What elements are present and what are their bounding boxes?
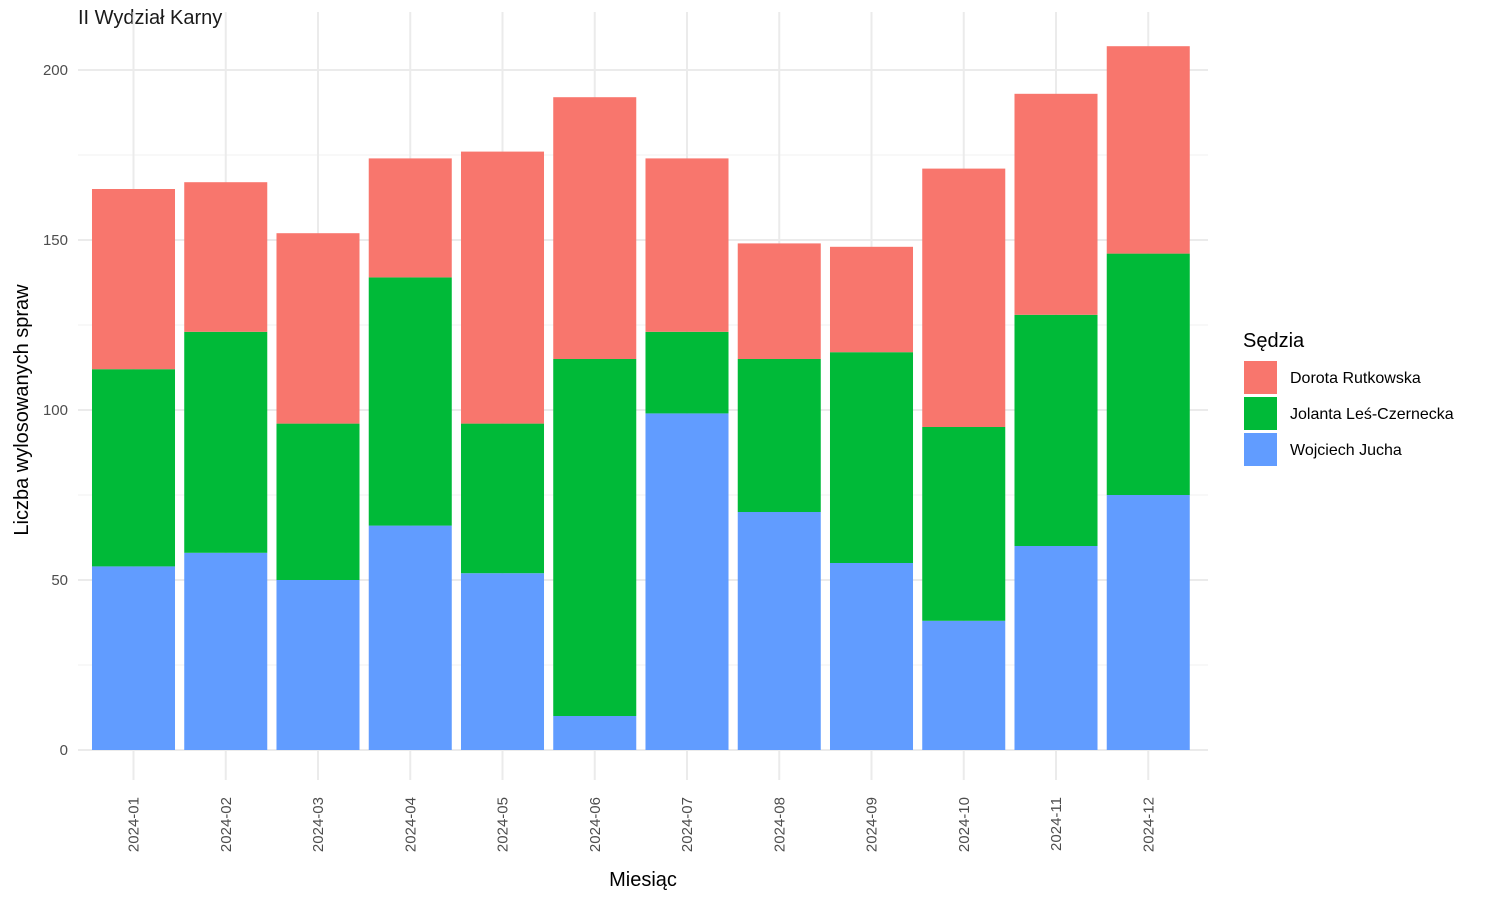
legend-label: Jolanta Leś-Czernecka (1290, 406, 1454, 423)
bar-segment (829, 563, 914, 750)
legend: Sędzia Dorota Rutkowska Jolanta Leś-Czern… (1243, 330, 1454, 466)
bar-segment (737, 512, 821, 750)
legend-swatch (1244, 397, 1277, 430)
bar-segment (1106, 46, 1190, 254)
x-tick-label: 2024-01 (126, 797, 143, 852)
y-axis-ticks: 0 50 100 150 200 (43, 62, 68, 759)
legend-swatch (1244, 433, 1277, 466)
bar-segment (184, 331, 268, 553)
bar-segment (829, 352, 914, 563)
bar-segment (553, 716, 637, 750)
bar-segment (91, 189, 176, 370)
x-tick-label: 2024-04 (402, 797, 419, 852)
y-tick-label: 200 (43, 62, 68, 79)
x-tick-label: 2024-08 (771, 797, 788, 852)
legend-swatch (1244, 361, 1277, 394)
legend-label: Wojciech Jucha (1290, 442, 1402, 459)
bar-layer (91, 46, 1190, 750)
x-axis-ticks: 2024-01 2024-02 2024-03 2024-04 2024-05 2024-… (126, 797, 1158, 852)
x-tick-label: 2024-07 (679, 797, 696, 852)
bar-segment (645, 413, 729, 750)
x-tick-label: 2024-10 (956, 797, 973, 852)
y-tick-label: 0 (60, 742, 68, 759)
x-tick-label: 2024-11 (1048, 797, 1065, 851)
bar-segment (184, 552, 268, 750)
bar-segment (460, 151, 545, 424)
bar-segment (1106, 253, 1190, 495)
bar-segment (829, 246, 914, 353)
bar-segment (922, 427, 1006, 621)
bar-segment (184, 182, 268, 332)
bar-segment (922, 620, 1006, 750)
bar-segment (460, 573, 545, 750)
bar-segment (276, 580, 360, 750)
bar-segment (460, 423, 545, 574)
bar-segment (1014, 314, 1098, 546)
chart-title: II Wydział Karny (78, 7, 223, 29)
legend-label: Dorota Rutkowska (1290, 370, 1421, 387)
bar-segment (645, 331, 729, 414)
x-tick-label: 2024-09 (864, 797, 881, 852)
bar-segment (922, 168, 1006, 427)
bar-segment (553, 359, 637, 716)
bar-segment (368, 525, 452, 750)
x-tick-label: 2024-02 (218, 797, 235, 852)
bar-segment (368, 277, 452, 526)
x-tick-label: 2024-12 (1140, 797, 1157, 852)
legend-title: Sędzia (1243, 330, 1305, 352)
bar-segment (737, 243, 821, 359)
y-tick-label: 100 (43, 402, 68, 419)
y-tick-label: 150 (43, 232, 68, 249)
y-axis-title: Liczba wylosowanych spraw (11, 284, 33, 536)
y-tick-label: 50 (51, 572, 68, 589)
bar-segment (368, 158, 452, 278)
x-tick-label: 2024-06 (587, 797, 604, 852)
bar-segment (553, 97, 637, 359)
bar-segment (276, 233, 360, 424)
x-tick-label: 2024-03 (310, 797, 327, 852)
bar-segment (276, 423, 360, 580)
x-tick-label: 2024-05 (495, 797, 512, 852)
bar-segment (737, 359, 821, 512)
bar-segment (1014, 546, 1098, 750)
x-axis-title: Miesiąc (609, 869, 677, 891)
bar-segment (91, 369, 176, 567)
bar-segment (645, 158, 729, 332)
bar-segment (1014, 93, 1098, 315)
bar-segment (91, 566, 176, 750)
bar-segment (1106, 495, 1190, 750)
